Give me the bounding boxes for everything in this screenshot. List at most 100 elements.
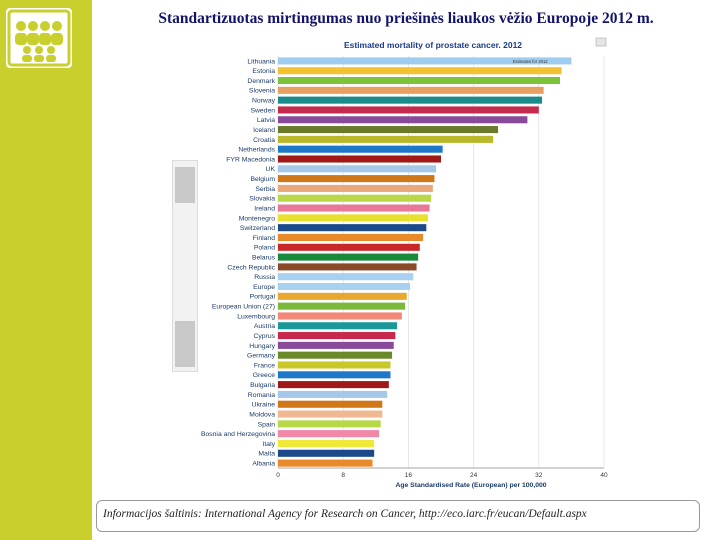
category-label-11: UK xyxy=(266,166,276,173)
bar-3 xyxy=(278,86,544,94)
bar-39 xyxy=(278,439,375,448)
bar-38 xyxy=(278,430,380,438)
side-panel-text xyxy=(175,321,195,367)
category-label-3: Slovenia xyxy=(249,88,275,95)
bar-10 xyxy=(278,155,441,163)
category-label-6: Latvia xyxy=(257,117,275,124)
category-label-16: Montenegro xyxy=(239,215,275,222)
category-label-36: Moldova xyxy=(249,411,275,418)
bar-36 xyxy=(278,410,383,418)
slide-title: Standartizuotas mirtingumas nuo priešinė… xyxy=(158,10,654,27)
bar-35 xyxy=(278,400,383,408)
category-label-39: Italy xyxy=(263,441,276,448)
bar-2 xyxy=(278,76,560,85)
category-label-17: Switzerland xyxy=(240,225,275,232)
category-label-37: Spain xyxy=(258,421,276,428)
bar-16 xyxy=(278,214,428,222)
category-label-20: Belarus xyxy=(252,254,276,261)
bar-37 xyxy=(278,420,381,428)
mortality-bar-chart: Estimated mortality of prostate cancer. … xyxy=(201,37,608,489)
category-label-0: Lithuania xyxy=(247,58,275,65)
bar-6 xyxy=(278,116,528,124)
category-label-10: FYR Macedonia xyxy=(226,156,275,163)
category-label-28: Cyprus xyxy=(253,333,275,340)
category-label-12: Belgium xyxy=(250,176,275,183)
bar-20 xyxy=(278,253,419,261)
category-label-9: Netherlands xyxy=(238,147,275,154)
side-panel-logo xyxy=(175,167,195,203)
bar-9 xyxy=(278,145,443,153)
bar-4 xyxy=(278,96,543,104)
category-label-41: Albania xyxy=(252,460,275,467)
source-text: Informacijos šaltinis: International Age… xyxy=(103,508,587,520)
x-tick-label-1: 8 xyxy=(341,472,345,479)
category-label-8: Croatia xyxy=(253,137,275,144)
category-label-19: Poland xyxy=(254,245,275,252)
category-label-40: Malta xyxy=(258,451,275,458)
logo xyxy=(6,8,72,68)
x-tick-label-4: 32 xyxy=(535,472,543,479)
category-label-15: Ireland xyxy=(254,205,275,212)
category-label-21: Czech Republic xyxy=(227,264,275,271)
category-label-18: Finland xyxy=(253,235,276,242)
category-label-26: Luxembourg xyxy=(237,313,275,320)
bar-40 xyxy=(278,449,375,457)
category-label-14: Slovakia xyxy=(249,196,275,203)
category-label-27: Austria xyxy=(254,323,275,330)
bar-24 xyxy=(278,292,407,300)
category-label-4: Norway xyxy=(252,98,276,105)
x-tick-label-5: 40 xyxy=(600,472,608,479)
category-label-2: Denmark xyxy=(247,78,275,85)
category-label-30: Germany xyxy=(247,353,276,360)
category-label-34: Romania xyxy=(248,392,275,399)
bar-18 xyxy=(278,233,424,242)
category-label-5: Sweden xyxy=(250,107,275,114)
bar-29 xyxy=(278,341,394,349)
category-label-33: Bulgaria xyxy=(250,382,275,389)
bar-17 xyxy=(278,224,427,232)
bar-7 xyxy=(278,126,499,134)
bar-26 xyxy=(278,312,402,320)
bar-21 xyxy=(278,263,417,271)
bar-33 xyxy=(278,381,389,389)
bar-23 xyxy=(278,282,411,291)
bar-11 xyxy=(278,165,437,173)
bar-14 xyxy=(278,194,432,202)
left-accent-band xyxy=(0,0,92,540)
category-label-38: Bosnia and Herzegovina xyxy=(201,431,275,438)
bar-25 xyxy=(278,302,406,310)
category-label-13: Serbia xyxy=(255,186,275,193)
category-label-31: France xyxy=(254,362,275,369)
bar-30 xyxy=(278,351,393,359)
bar-12 xyxy=(278,175,435,183)
category-label-1: Estonia xyxy=(252,68,275,75)
category-label-35: Ukraine xyxy=(252,402,276,409)
bar-15 xyxy=(278,204,430,212)
bar-41 xyxy=(278,459,373,467)
bar-22 xyxy=(278,273,414,281)
category-label-7: Iceland xyxy=(253,127,275,134)
category-label-32: Greece xyxy=(253,372,276,379)
chart-title: Estimated mortality of prostate cancer. … xyxy=(344,40,522,50)
category-label-25: European Union (27) xyxy=(212,304,275,311)
category-label-29: Hungary xyxy=(249,343,275,350)
x-tick-label-3: 24 xyxy=(470,472,478,479)
x-tick-label-2: 16 xyxy=(405,472,413,479)
bar-28 xyxy=(278,332,396,340)
x-axis-label: Age Standardised Rate (European) per 100… xyxy=(395,482,546,489)
people-group-icon xyxy=(7,9,71,67)
legend-note: Estimates for 2012 xyxy=(513,59,549,64)
bar-1 xyxy=(278,67,562,75)
category-label-22: Russia xyxy=(254,274,275,281)
x-tick-label-0: 0 xyxy=(276,472,280,479)
bar-13 xyxy=(278,184,433,192)
bar-19 xyxy=(278,243,420,251)
bar-31 xyxy=(278,361,391,369)
source-box: Informacijos šaltinis: International Age… xyxy=(96,500,700,532)
bar-8 xyxy=(278,135,494,143)
category-label-24: Portugal xyxy=(250,294,276,301)
bar-0 xyxy=(278,57,572,65)
chart-export-icon[interactable] xyxy=(595,37,607,47)
bar-32 xyxy=(278,371,391,379)
bar-5 xyxy=(278,106,539,114)
